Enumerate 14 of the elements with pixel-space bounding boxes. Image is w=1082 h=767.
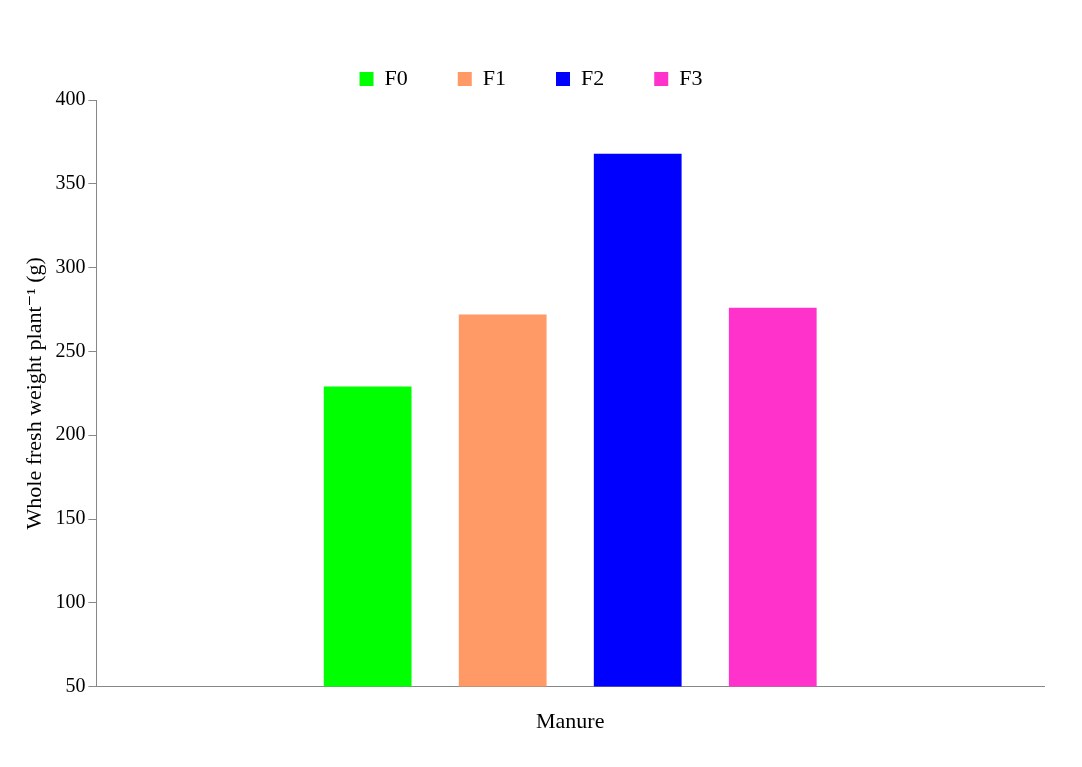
legend-label: F3 bbox=[679, 64, 703, 90]
y-tick-label: 150 bbox=[55, 506, 86, 529]
y-tick-label: 50 bbox=[65, 673, 86, 696]
y-axis-title: Whole fresh weight plant⁻¹ (g) bbox=[20, 257, 46, 530]
y-tick-label: 300 bbox=[55, 254, 86, 277]
legend-label: F0 bbox=[384, 64, 408, 90]
x-tick-label: Manure bbox=[535, 707, 605, 733]
legend-label: F1 bbox=[482, 64, 507, 90]
y-tick-label: 250 bbox=[55, 338, 86, 361]
y-tick-label: 100 bbox=[55, 590, 86, 613]
y-tick-label: 200 bbox=[55, 422, 86, 445]
legend-label: F2 bbox=[581, 64, 605, 90]
y-tick-label: 400 bbox=[55, 87, 86, 110]
y-tick-label: 350 bbox=[55, 171, 86, 194]
